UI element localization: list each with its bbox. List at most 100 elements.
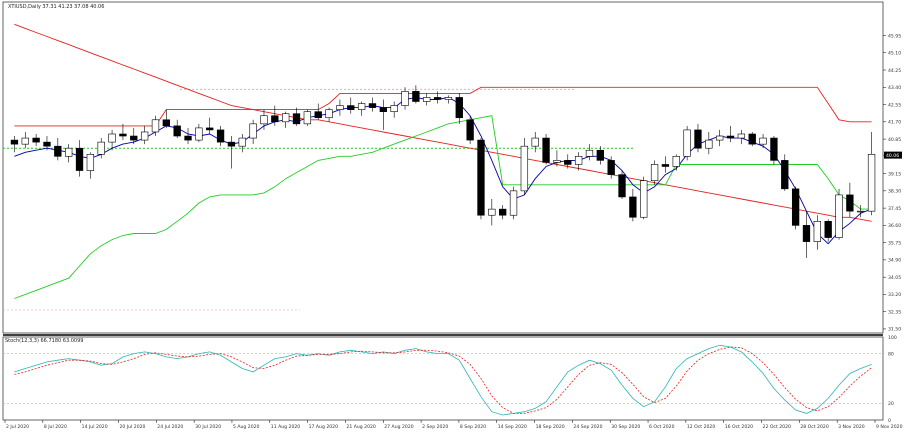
candle [802,225,811,242]
last-price-label: 40.06 [886,153,899,159]
candle [781,160,789,190]
candle [542,137,550,163]
candle [314,111,322,119]
date-tick-label: 12 Oct 2020 [687,424,715,430]
date-tick-label: 28 Oct 2020 [800,424,828,430]
date-tick-label: 20 Jul 2020 [119,424,145,430]
candle [433,97,442,100]
stoch-main-line [14,344,872,416]
candle [791,188,800,226]
date-tick-label: 16 Oct 2020 [725,424,753,430]
stoch-panel [2,336,884,421]
candle [770,137,778,161]
price-tick-label: 45.10 [888,51,901,57]
candle [21,137,29,145]
candle [531,137,539,147]
candle [564,160,572,165]
candle [282,113,290,123]
candle [347,105,355,110]
candle [151,119,160,133]
price-tick-label: 41.70 [888,120,901,126]
price-tick-label: 34.90 [888,258,901,264]
candle [835,194,843,238]
candle [206,127,214,131]
candle [716,135,724,141]
stoch-tick-label: 80 [888,351,894,357]
candle [184,135,192,141]
price-tick-label: 37.45 [888,206,901,212]
date-tick-label: 17 Aug 2020 [309,424,339,430]
date-tick-label: 22 Oct 2020 [763,424,791,430]
candle [509,190,518,216]
candle [846,194,854,212]
candle [737,133,746,139]
price-tick-label: 42.55 [888,102,901,108]
candle [227,141,236,147]
date-tick-label: 11 Aug 2020 [271,424,301,430]
candle [357,103,366,110]
candle [618,174,626,198]
candle [108,133,116,143]
date-tick-label: 30 Jul 2020 [195,424,221,430]
candle [336,105,344,110]
date-tick-label: 27 Aug 2020 [384,424,414,430]
candle [119,133,127,137]
candle [249,123,257,139]
candle [368,103,377,108]
chart-title: XTIUSD,Daily 37.31 41.23 37.08 40.06 [8,4,104,10]
candle [553,160,561,163]
date-tick-label: 24 Jul 2020 [157,424,183,430]
candle [867,154,876,212]
candle [292,113,301,125]
candle [640,180,648,218]
price-tick-label: 40.85 [888,137,901,143]
overlay-line-red [14,23,872,222]
candle [477,139,485,216]
candle [379,107,387,112]
candle [672,156,680,167]
candle [97,141,105,155]
price-tick-label: 45.95 [888,33,901,39]
candle [488,208,496,216]
candle [216,129,225,143]
date-tick-label: 14 Jul 2020 [82,424,108,430]
candle [43,141,51,147]
candle [759,137,767,145]
price-tick-label: 32.35 [888,309,901,315]
date-tick-label: 24 Sep 2020 [573,424,602,430]
price-tick-label: 34.05 [888,275,901,281]
candle [585,149,594,157]
candle [401,91,409,106]
price-tick-label: 44.25 [888,68,901,74]
candle [694,129,702,149]
stoch-tick-label: 20 [888,401,894,407]
date-tick-label: 3 Nov 2020 [838,424,865,430]
candle [596,149,604,161]
stoch-title: Stoch(12,3,3) 66.7180 63.0099 [5,338,83,344]
main-panel [2,1,884,334]
candle [857,210,865,213]
stoch-tick-label: 0 [888,418,891,424]
date-tick-label: 5 Aug 2020 [233,424,260,430]
price-tick-label: 35.75 [888,240,901,246]
price-axis: 45.95 45.10 44.25 43.40 42.55 41.70 40.85 40.06… [883,33,902,333]
candle [195,127,203,141]
candle [271,115,279,123]
date-tick-label: 14 Sep 2020 [498,424,527,430]
candle [238,137,246,147]
date-tick-label: 21 Aug 2020 [346,424,376,430]
date-tick-label: 30 Sep 2020 [611,424,640,430]
candle [423,97,431,102]
candle [499,208,507,216]
candle [32,137,40,143]
price-tick-label: 39.15 [888,171,901,177]
candle [726,135,735,139]
price-tick-label: 31.50 [888,327,901,333]
price-tick-label: 36.60 [888,223,901,229]
candle [607,160,615,175]
date-tick-label: 2 Jul 2020 [6,424,29,430]
candle [705,139,713,149]
candle [303,111,312,125]
candle [683,129,691,157]
